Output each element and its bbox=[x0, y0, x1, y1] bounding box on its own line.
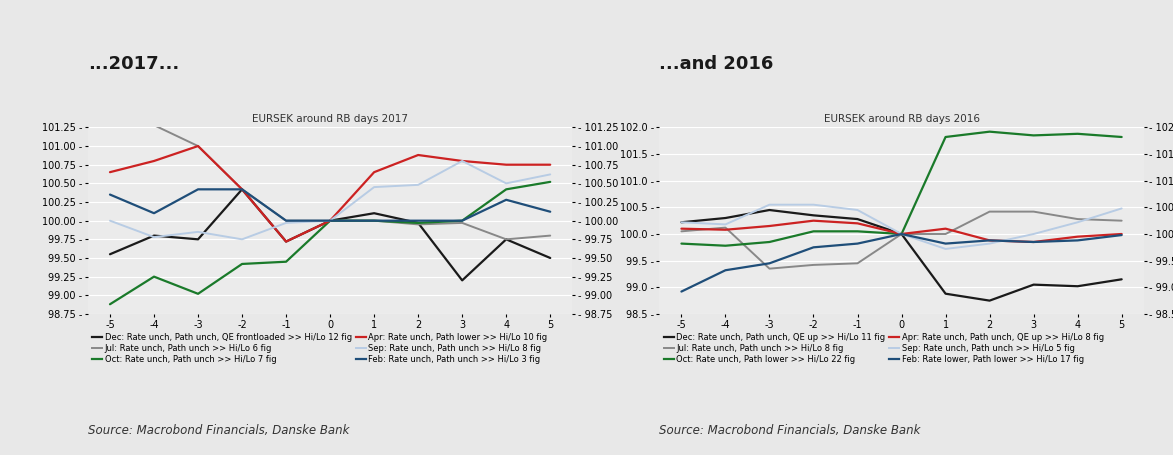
Text: ...and 2016: ...and 2016 bbox=[659, 55, 774, 73]
Title: EURSEK around RB days 2017: EURSEK around RB days 2017 bbox=[252, 114, 408, 124]
Legend: Dec: Rate unch, Path unch, QE up >> Hi/Lo 11 fig, Jul: Rate unch, Path unch >> H: Dec: Rate unch, Path unch, QE up >> Hi/L… bbox=[664, 333, 1104, 364]
Text: Source: Macrobond Financials, Danske Bank: Source: Macrobond Financials, Danske Ban… bbox=[88, 424, 350, 437]
Text: Source: Macrobond Financials, Danske Bank: Source: Macrobond Financials, Danske Ban… bbox=[659, 424, 921, 437]
Text: ...2017...: ...2017... bbox=[88, 55, 179, 73]
Legend: Dec: Rate unch, Path unch, QE frontloaded >> Hi/Lo 12 fig, Jul: Rate unch, Path : Dec: Rate unch, Path unch, QE frontloade… bbox=[93, 333, 548, 364]
Title: EURSEK around RB days 2016: EURSEK around RB days 2016 bbox=[823, 114, 979, 124]
